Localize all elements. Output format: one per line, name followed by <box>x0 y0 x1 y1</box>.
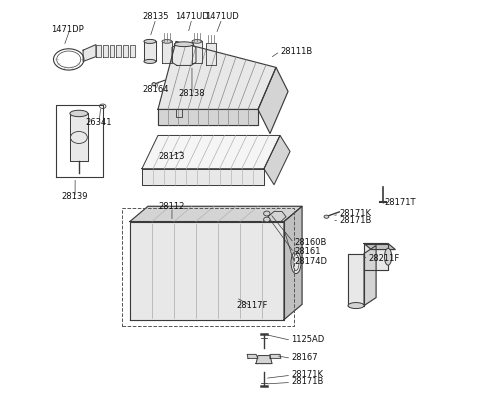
Polygon shape <box>176 110 182 117</box>
Text: 28160B: 28160B <box>294 238 326 247</box>
Polygon shape <box>364 245 376 305</box>
Text: 26341: 26341 <box>86 118 112 127</box>
Polygon shape <box>258 67 288 133</box>
Text: 28171B: 28171B <box>339 216 372 225</box>
Polygon shape <box>172 44 196 65</box>
Text: 28117F: 28117F <box>236 301 268 310</box>
Polygon shape <box>130 45 135 56</box>
Polygon shape <box>123 45 128 56</box>
Polygon shape <box>109 45 114 56</box>
Polygon shape <box>206 44 216 64</box>
Ellipse shape <box>70 110 88 116</box>
Ellipse shape <box>71 131 87 143</box>
Polygon shape <box>284 206 302 320</box>
Polygon shape <box>192 42 202 63</box>
Polygon shape <box>96 45 101 56</box>
Polygon shape <box>364 243 396 249</box>
Text: 1471UD: 1471UD <box>205 12 239 21</box>
Polygon shape <box>83 45 96 61</box>
Polygon shape <box>256 355 272 364</box>
Ellipse shape <box>144 39 156 44</box>
Text: 28161: 28161 <box>294 247 321 256</box>
Polygon shape <box>264 135 290 185</box>
Polygon shape <box>270 354 281 358</box>
Text: 28171K: 28171K <box>339 209 371 218</box>
Polygon shape <box>130 222 284 320</box>
Text: 28135: 28135 <box>143 12 169 21</box>
Polygon shape <box>247 354 258 358</box>
Polygon shape <box>364 243 388 270</box>
Polygon shape <box>144 42 156 61</box>
Text: 28139: 28139 <box>62 192 88 201</box>
Polygon shape <box>268 212 286 222</box>
Polygon shape <box>103 45 108 56</box>
Text: 28164: 28164 <box>143 85 169 94</box>
Ellipse shape <box>384 248 392 265</box>
Text: 28211F: 28211F <box>368 254 399 263</box>
Text: 1471UD: 1471UD <box>175 12 209 21</box>
Polygon shape <box>158 42 276 110</box>
Polygon shape <box>348 253 364 305</box>
Text: 28171K: 28171K <box>291 370 323 379</box>
Text: 28112: 28112 <box>159 202 185 211</box>
Ellipse shape <box>162 39 172 43</box>
Polygon shape <box>162 42 172 63</box>
Ellipse shape <box>291 251 301 274</box>
Ellipse shape <box>192 39 202 43</box>
Ellipse shape <box>264 211 270 216</box>
Polygon shape <box>130 206 302 222</box>
Ellipse shape <box>348 303 364 309</box>
Polygon shape <box>116 45 121 56</box>
Text: 28174D: 28174D <box>294 257 327 266</box>
Polygon shape <box>158 110 258 125</box>
Text: 28171T: 28171T <box>384 198 416 207</box>
Text: 28113: 28113 <box>158 152 184 161</box>
Ellipse shape <box>152 83 156 86</box>
Polygon shape <box>142 169 264 185</box>
Text: 1471DP: 1471DP <box>51 25 84 34</box>
Text: 28171B: 28171B <box>291 377 324 386</box>
Polygon shape <box>70 114 88 162</box>
Bar <box>122 208 294 326</box>
Ellipse shape <box>144 59 156 63</box>
Polygon shape <box>142 135 280 169</box>
Text: 28167: 28167 <box>291 353 318 362</box>
Text: 28138: 28138 <box>179 89 205 98</box>
Text: 1125AD: 1125AD <box>291 335 324 344</box>
Ellipse shape <box>174 42 193 47</box>
Text: 28111B: 28111B <box>280 47 312 56</box>
Ellipse shape <box>324 215 329 218</box>
Ellipse shape <box>264 217 270 222</box>
